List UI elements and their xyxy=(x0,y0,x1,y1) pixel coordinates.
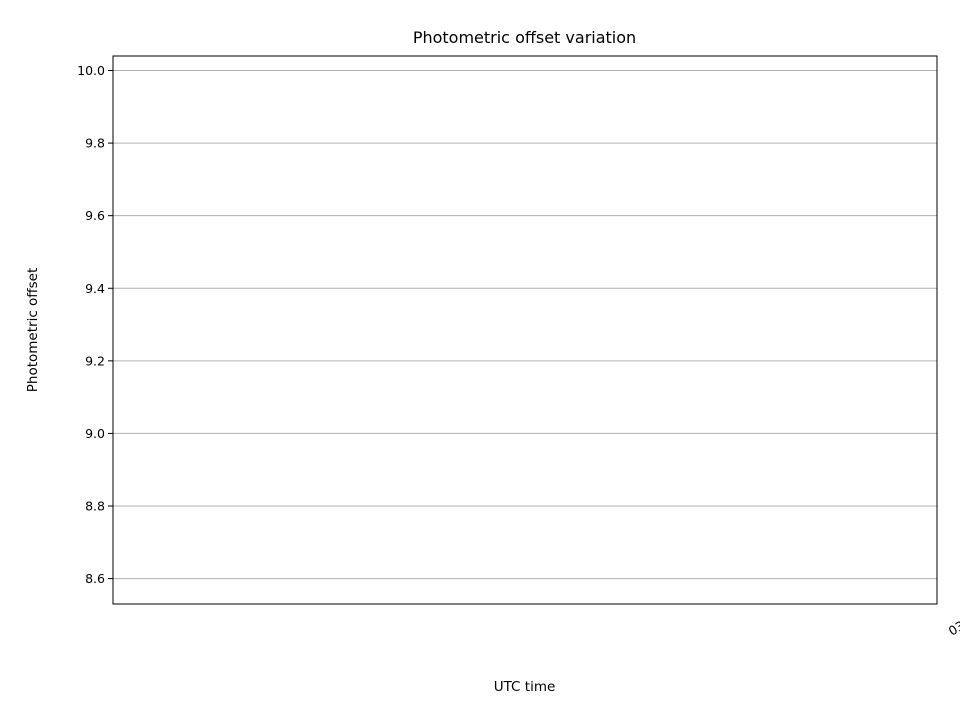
y-axis-label: Photometric offset xyxy=(25,268,41,392)
y-tick-label: 10.0 xyxy=(77,63,105,78)
plot-frame xyxy=(112,55,938,605)
y-tick-label: 9.0 xyxy=(85,426,105,441)
y-tick-label: 9.4 xyxy=(85,281,105,296)
y-tick-label: 9.6 xyxy=(85,208,105,223)
x-axis-label: UTC time xyxy=(494,679,556,695)
x-tick-label: 03:00 xyxy=(946,608,960,639)
chart-title: Photometric offset variation xyxy=(413,28,636,47)
y-tick-label: 8.6 xyxy=(85,571,105,586)
grid-layer xyxy=(113,70,937,580)
x-tick-layer: 18:0019:0020:0021:0022:0023:0000:0001:00… xyxy=(946,608,960,639)
y-tick-label: 9.2 xyxy=(85,353,105,368)
y-tick-layer: 8.6 8.8 9.0 9.2 9.4 9.6 9.8 10.0 xyxy=(77,63,113,586)
y-tick-label: 8.8 xyxy=(85,499,105,514)
y-tick-label: 9.8 xyxy=(85,136,105,151)
